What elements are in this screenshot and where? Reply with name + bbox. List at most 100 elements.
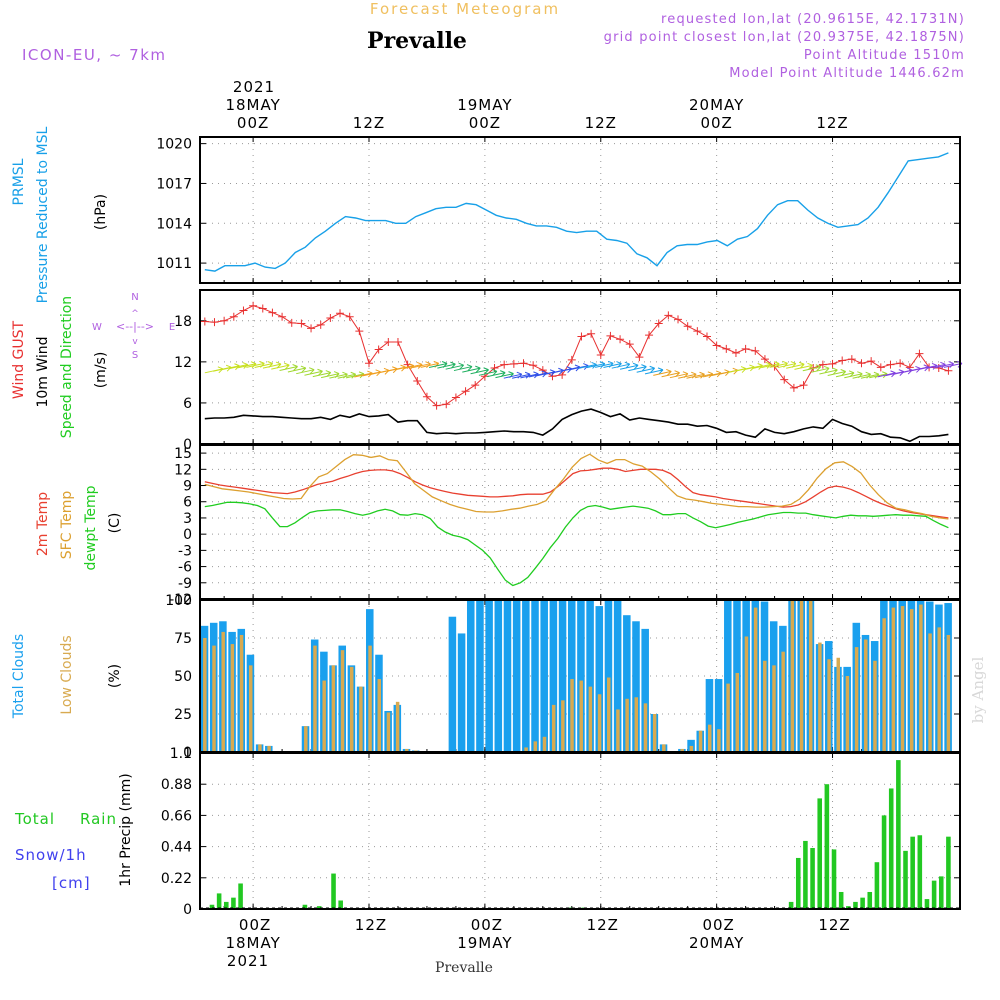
- wind-direction-arrow: [794, 362, 813, 370]
- top-tick-label: 12Z: [353, 114, 385, 132]
- bottom-date-label: 18MAY: [225, 934, 280, 952]
- low-cloud-bar: [349, 666, 354, 752]
- wind-direction-arrow: [810, 365, 830, 373]
- bottom-tick-label: 12Z: [355, 916, 387, 934]
- gust-marker: [596, 351, 605, 360]
- low-cloud-bar: [377, 679, 381, 752]
- total-cloud-bar: [512, 600, 521, 752]
- point-altitude: Point Altitude 1510m: [804, 48, 965, 63]
- total-cloud-bar: [522, 600, 530, 752]
- precip-bar: [831, 849, 837, 909]
- gust-marker: [905, 363, 914, 372]
- gust-marker: [606, 331, 615, 340]
- precip-bar: [216, 893, 222, 909]
- total-cloud-bar: [623, 615, 631, 752]
- low-cloud-bar: [864, 639, 868, 752]
- bottom-tick-label: 12Z: [818, 916, 850, 934]
- y-tick-label: 1011: [156, 256, 192, 272]
- wind-direction-arrow: [819, 367, 838, 375]
- low-cloud-bar: [680, 748, 684, 752]
- wind-direction-arrow: [287, 365, 307, 373]
- total-cloud-bar: [595, 606, 604, 752]
- gust-marker: [345, 312, 354, 321]
- wind-direction-arrow: [478, 368, 498, 376]
- gust-marker: [307, 324, 316, 333]
- low-cloud-bar: [368, 645, 372, 752]
- compass-arrows: <--|-->: [116, 320, 154, 333]
- compass-east: E: [169, 322, 175, 333]
- credit-watermark: by Angel: [969, 656, 987, 723]
- low-cloud-bar: [542, 736, 547, 752]
- total-cloud-bar: [567, 600, 576, 752]
- bottom-date-label: 19MAY: [457, 934, 512, 952]
- total-cloud-bar: [503, 600, 512, 752]
- low-cloud-bar: [946, 634, 951, 752]
- top-year-label: 2021: [233, 78, 275, 96]
- gust-marker: [432, 401, 441, 410]
- gust-marker: [567, 355, 576, 364]
- footer-location: Prevalle: [435, 960, 493, 976]
- dewpt-label: dewpt Temp: [83, 485, 99, 570]
- y-tick-label: -6: [178, 560, 192, 576]
- low-cloud-bar: [212, 645, 216, 752]
- wind-direction-arrow: [462, 365, 481, 373]
- wind-direction-arrow: [453, 364, 473, 372]
- low-cloud-bar: [808, 600, 813, 752]
- wind-direction-arrow: [628, 364, 647, 372]
- gust-marker: [654, 319, 663, 328]
- gust-marker: [384, 338, 393, 347]
- total-cloud-bar: [540, 600, 548, 752]
- top-tick-label: 00Z: [469, 114, 501, 132]
- low-cloud-bar: [937, 627, 941, 752]
- gust-marker: [722, 344, 731, 353]
- gust-marker: [577, 332, 586, 341]
- low-cloud-bar: [524, 747, 528, 752]
- sfc-label: SFC Temp: [59, 491, 75, 560]
- gust-marker: [587, 329, 596, 338]
- low-cloud-bar: [909, 609, 914, 752]
- plot-area: [200, 137, 960, 283]
- total-cloud-bar: [705, 679, 714, 752]
- compass-south-arrow: v: [132, 337, 138, 347]
- gust-marker: [616, 335, 625, 344]
- precip-bar: [331, 873, 336, 909]
- low-cloud-bar: [717, 729, 721, 752]
- bottom-tick-label: 12Z: [587, 916, 619, 934]
- low-cloud-bar: [845, 676, 850, 752]
- low-cloud-bar: [395, 701, 400, 752]
- gust-marker: [683, 322, 692, 331]
- precip-bar: [946, 836, 951, 909]
- gust-marker: [857, 359, 866, 368]
- low-cloud-bar: [570, 679, 574, 752]
- low-cloud-bar: [827, 659, 831, 752]
- gust-marker: [789, 383, 798, 392]
- precip-bar: [803, 840, 808, 909]
- precip-bar: [910, 836, 915, 909]
- total-cloud-bar: [586, 600, 594, 752]
- precip-bar: [874, 862, 880, 909]
- low-cloud-bar: [248, 665, 253, 752]
- gust-marker: [220, 316, 229, 325]
- total-cloud-bar: [466, 600, 475, 752]
- total-cloud-bar: [641, 628, 649, 752]
- gust-marker: [538, 366, 547, 375]
- low-cloud-bar: [405, 748, 409, 752]
- clouds-panel: 0 25 50 75 100: [165, 593, 961, 761]
- low-cloud-bar: [836, 657, 840, 752]
- wind-direction-arrow: [445, 362, 465, 370]
- wind-direction-arrow: [644, 367, 664, 375]
- y-tick-label: 100: [165, 593, 192, 609]
- bottom-date-label: 20MAY: [689, 934, 744, 952]
- total-cloud-bar: [448, 616, 457, 752]
- low-cloud-bar: [799, 600, 804, 752]
- precip-bar: [338, 900, 343, 909]
- total-cloud-bar: [714, 679, 723, 752]
- precip-bar: [888, 788, 894, 909]
- compass-west: W: [92, 322, 102, 333]
- wind-direction-arrow: [636, 365, 656, 373]
- pressure-label-2: Pressure Reduced to MSL: [35, 126, 51, 303]
- gust-marker: [751, 346, 760, 355]
- top-tick-label: 12Z: [585, 114, 617, 132]
- total-cloud-bar: [724, 600, 732, 752]
